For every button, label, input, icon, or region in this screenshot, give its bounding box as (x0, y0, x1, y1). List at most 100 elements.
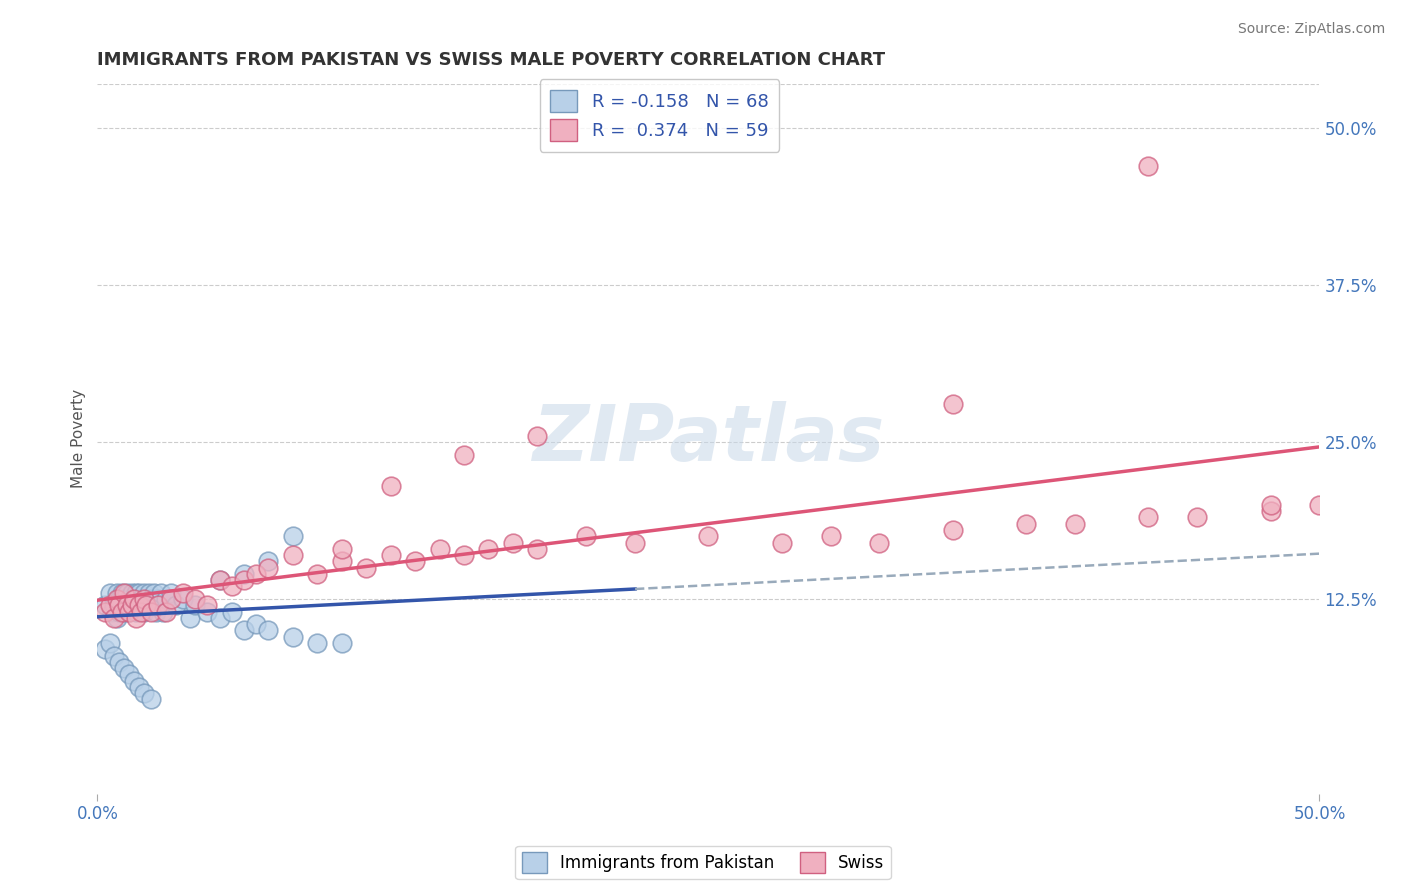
Point (245, 617, 267, 632)
Point (148, 592, 170, 607)
Point (145, 605, 167, 619)
Legend: R = -0.158   N = 68, R =  0.374   N = 59: R = -0.158 N = 68, R = 0.374 N = 59 (540, 79, 779, 152)
Point (132, 686, 155, 700)
Point (281, 529, 304, 543)
Point (221, 605, 243, 619)
Point (453, 548, 475, 562)
Point (330, 554, 353, 568)
Point (131, 592, 153, 607)
Point (208, 573, 231, 587)
Point (125, 605, 148, 619)
Point (118, 667, 141, 681)
Point (281, 548, 304, 562)
Point (105, 592, 128, 607)
Point (112, 586, 135, 600)
Point (1308, 498, 1330, 512)
Point (330, 541, 353, 556)
Point (453, 448, 475, 462)
Point (139, 599, 162, 613)
Legend: Immigrants from Pakistan, Swiss: Immigrants from Pakistan, Swiss (515, 846, 891, 880)
Point (404, 554, 426, 568)
Point (111, 605, 134, 619)
Point (139, 605, 162, 619)
Point (149, 586, 172, 600)
Point (869, 535, 891, 549)
Point (142, 586, 165, 600)
Point (697, 529, 720, 543)
Point (122, 592, 145, 607)
Point (128, 599, 150, 613)
Point (1137, 159, 1160, 173)
Point (155, 605, 177, 619)
Point (115, 599, 138, 613)
Point (354, 560, 377, 574)
Point (155, 592, 177, 607)
Point (380, 479, 402, 493)
Point (942, 397, 965, 411)
Point (159, 592, 181, 607)
Point (122, 673, 145, 688)
Point (575, 529, 598, 543)
Point (770, 535, 793, 549)
Point (257, 624, 280, 638)
Point (942, 523, 965, 537)
Text: ZIPatlas: ZIPatlas (533, 401, 884, 477)
Point (98, 586, 121, 600)
Point (122, 599, 145, 613)
Point (118, 605, 141, 619)
Point (121, 599, 143, 613)
Point (122, 592, 145, 607)
Point (93, 605, 115, 619)
Point (139, 692, 162, 706)
Point (118, 605, 141, 619)
Point (233, 566, 256, 581)
Point (131, 605, 153, 619)
Point (172, 592, 194, 607)
Y-axis label: Male Poverty: Male Poverty (72, 389, 86, 489)
Text: Source: ZipAtlas.com: Source: ZipAtlas.com (1237, 22, 1385, 37)
Point (132, 586, 155, 600)
Point (111, 599, 134, 613)
Point (139, 592, 162, 607)
Point (125, 611, 148, 625)
Point (105, 586, 128, 600)
Point (132, 592, 155, 607)
Point (429, 541, 451, 556)
Point (184, 599, 207, 613)
Point (115, 586, 138, 600)
Point (105, 611, 128, 625)
Point (111, 586, 134, 600)
Point (152, 605, 174, 619)
Point (128, 680, 150, 694)
Point (221, 579, 243, 593)
Point (121, 599, 143, 613)
Point (172, 586, 194, 600)
Point (135, 592, 157, 607)
Point (108, 655, 131, 669)
Point (184, 592, 207, 607)
Point (233, 573, 256, 587)
Point (820, 529, 842, 543)
Point (1064, 516, 1087, 531)
Point (98, 636, 121, 650)
Point (245, 566, 267, 581)
Point (1260, 498, 1282, 512)
Point (103, 599, 125, 613)
Point (93, 599, 115, 613)
Point (195, 605, 218, 619)
Point (108, 599, 131, 613)
Point (121, 586, 143, 600)
Point (131, 599, 153, 613)
Point (1260, 504, 1282, 518)
Point (138, 586, 160, 600)
Point (93, 642, 115, 657)
Point (148, 599, 170, 613)
Point (101, 605, 124, 619)
Point (307, 636, 329, 650)
Point (281, 630, 304, 644)
Point (195, 599, 218, 613)
Point (135, 599, 157, 613)
Point (112, 661, 135, 675)
Point (108, 592, 131, 607)
Point (118, 592, 141, 607)
